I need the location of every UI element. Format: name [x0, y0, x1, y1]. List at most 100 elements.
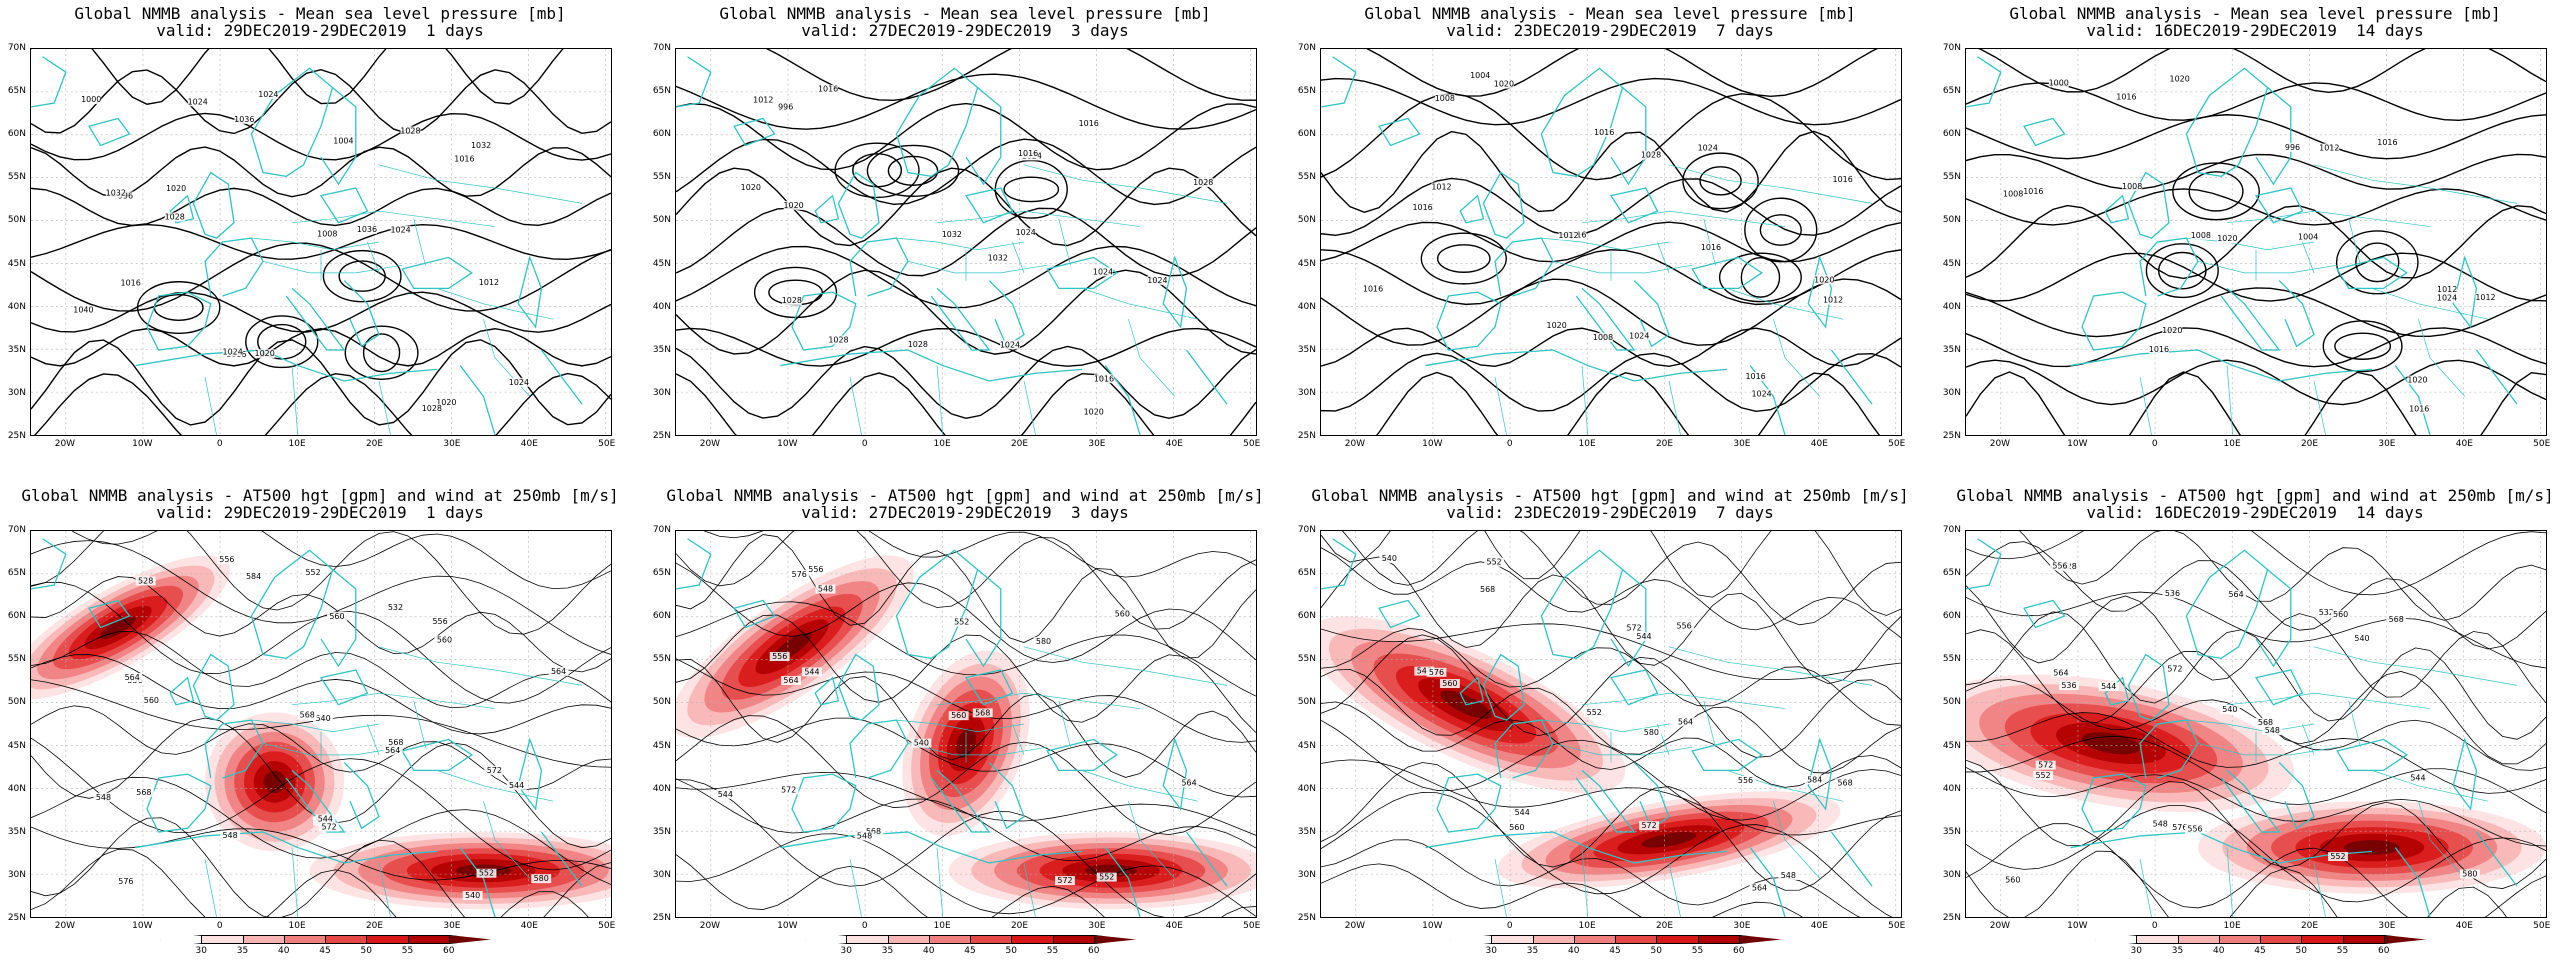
colorbar: 30 35 40 45 50 55 60 — [1450, 935, 1781, 960]
panel-title-line1: Global NMMB analysis - Mean sea level pr… — [74, 4, 566, 23]
colorbar-cell — [928, 935, 971, 944]
contour-label: 1032 — [988, 254, 1008, 263]
contour-labels: 1004 1016 1016 1016 1012 1020 1024 1008 1028 1016… — [1363, 71, 1853, 398]
lon-label: 10E — [2223, 921, 2241, 931]
lon-label: 30E — [1088, 921, 1106, 931]
lat-label: 65N — [652, 568, 671, 579]
lon-label: 20W — [699, 439, 721, 449]
panel-title: Global NMMB analysis - AT500 hgt [gpm] a… — [645, 487, 1285, 521]
lon-label: 20E — [2300, 439, 2319, 449]
lat-label: 60N — [1297, 611, 1316, 622]
colorbar-tick-label: 35 — [236, 946, 249, 956]
colorbar-tick-label: 60 — [443, 946, 455, 956]
isolines — [1321, 49, 1901, 435]
colorbar-cell — [887, 935, 930, 944]
panel-title: Global NMMB analysis - AT500 hgt [gpm] a… — [0, 487, 640, 521]
colorbar-cell — [325, 935, 368, 944]
contour-label: 1012 — [479, 278, 499, 287]
lat-label: 25N — [7, 431, 26, 441]
colorbar-cell — [1011, 935, 1054, 944]
colorbar-tick-label: 50 — [2295, 946, 2307, 956]
lat-label: 55N — [652, 172, 671, 183]
panel-title: Global NMMB analysis - Mean sea level pr… — [1290, 5, 1930, 39]
contour-label: 564 — [1678, 717, 1693, 726]
contour-label: 556 — [219, 555, 234, 564]
contour-label: 532 — [388, 603, 403, 612]
colorbar-cell — [366, 935, 409, 944]
lat-label: 45N — [1942, 740, 1961, 751]
contour-label: 1028 — [1641, 151, 1661, 160]
contour-label: 1024 — [1147, 276, 1167, 285]
lon-label: 40E — [2455, 439, 2473, 449]
lat-label: 50N — [7, 215, 26, 226]
contour-label: 564 — [551, 667, 566, 676]
lat-label: 45N — [1297, 740, 1316, 751]
contour-label: 1004 — [1470, 71, 1490, 80]
contour-label: 1024 — [223, 347, 243, 356]
contour-label: 1000 — [81, 95, 101, 104]
lon-label: 10W — [2067, 921, 2088, 931]
panel-title-line1: Global NMMB analysis - AT500 hgt [gpm] a… — [21, 486, 619, 505]
lon-label: 40E — [2455, 921, 2473, 931]
lon-label: 50E — [2533, 921, 2551, 931]
lon-label: 30E — [1733, 439, 1751, 449]
lat-label: 50N — [652, 697, 671, 708]
contour-label: 564 — [2228, 590, 2243, 599]
colorbar-cell — [2177, 935, 2220, 944]
map-panel: Global NMMB analysis - AT500 hgt [gpm] a… — [645, 482, 1285, 960]
lon-label: 40E — [1810, 921, 1828, 931]
lat-label: 70N — [1942, 525, 1961, 535]
lon-label: 20E — [2300, 921, 2319, 931]
lon-label: 30E — [443, 921, 461, 931]
contour-label: 552 — [1587, 708, 1602, 717]
lon-label: 10E — [933, 439, 951, 449]
lat-label: 25N — [652, 913, 671, 923]
lat-label: 50N — [652, 215, 671, 226]
panel-title-line2: valid: 29DEC2019-29DEC2019 1 days — [156, 21, 484, 40]
map-frame: 540 544 548 552 556 560 564 568 572 576 580 584 544 5… — [1320, 530, 1902, 918]
lat-label: 25N — [1297, 913, 1316, 923]
contour-label: 560 — [1442, 679, 1457, 688]
lon-label: 50E — [598, 921, 616, 931]
lat-label: 30N — [7, 387, 26, 398]
contour-label: 572 — [2167, 664, 2182, 673]
colorbar-cell — [201, 935, 244, 944]
colorbar-cell — [846, 935, 889, 944]
lat-label: 70N — [7, 525, 26, 535]
lat-label: 55N — [7, 172, 26, 183]
map-canvas: 5405445485525565605645685725765805845445… — [1321, 531, 1901, 917]
map-frame: 5285325365405445485525565605645685725765… — [1965, 530, 2547, 918]
lat-label: 55N — [1297, 654, 1316, 665]
contour-label: 548 — [1417, 667, 1432, 676]
contour-label: 1016 — [2377, 138, 2397, 147]
lat-label: 40N — [7, 301, 26, 312]
contour-label: 1028 — [400, 126, 420, 135]
contour-label: 1016 — [1018, 149, 1038, 158]
contour-label: 556 — [432, 617, 447, 626]
contour-label: 572 — [1057, 876, 1072, 885]
colorbar-tick-label: 40 — [923, 946, 935, 956]
contour-label: 576 — [792, 570, 807, 579]
contour-label: 1036 — [234, 115, 254, 124]
contour-label: 544 — [2101, 682, 2116, 691]
panel-title-line2: valid: 27DEC2019-29DEC2019 3 days — [801, 503, 1129, 522]
lat-label: 50N — [1942, 215, 1961, 226]
lat-label: 65N — [1297, 568, 1316, 579]
lon-label: 20W — [699, 921, 721, 931]
lat-label: 65N — [7, 568, 26, 579]
contour-label: 584 — [1807, 775, 1822, 784]
lat-label: 60N — [652, 611, 671, 622]
contour-label: 560 — [1509, 823, 1524, 832]
lat-label: 25N — [652, 431, 671, 441]
colorbar-tick-label: 50 — [1005, 946, 1017, 956]
lat-label: 60N — [1942, 129, 1961, 140]
contour-label: 1024 — [258, 90, 278, 99]
colorbar-cell — [2260, 935, 2303, 944]
contour-labels: 1000996100810081012101610161016101210161… — [2003, 74, 2496, 413]
contour-label: 1016 — [1094, 374, 1114, 383]
contour-label: 1016 — [1745, 372, 1765, 381]
contour-label: 564 — [1752, 883, 1767, 892]
coastlines — [676, 538, 1228, 917]
contour-label: 556 — [2052, 561, 2067, 570]
contour-label: 1012 — [753, 96, 773, 105]
